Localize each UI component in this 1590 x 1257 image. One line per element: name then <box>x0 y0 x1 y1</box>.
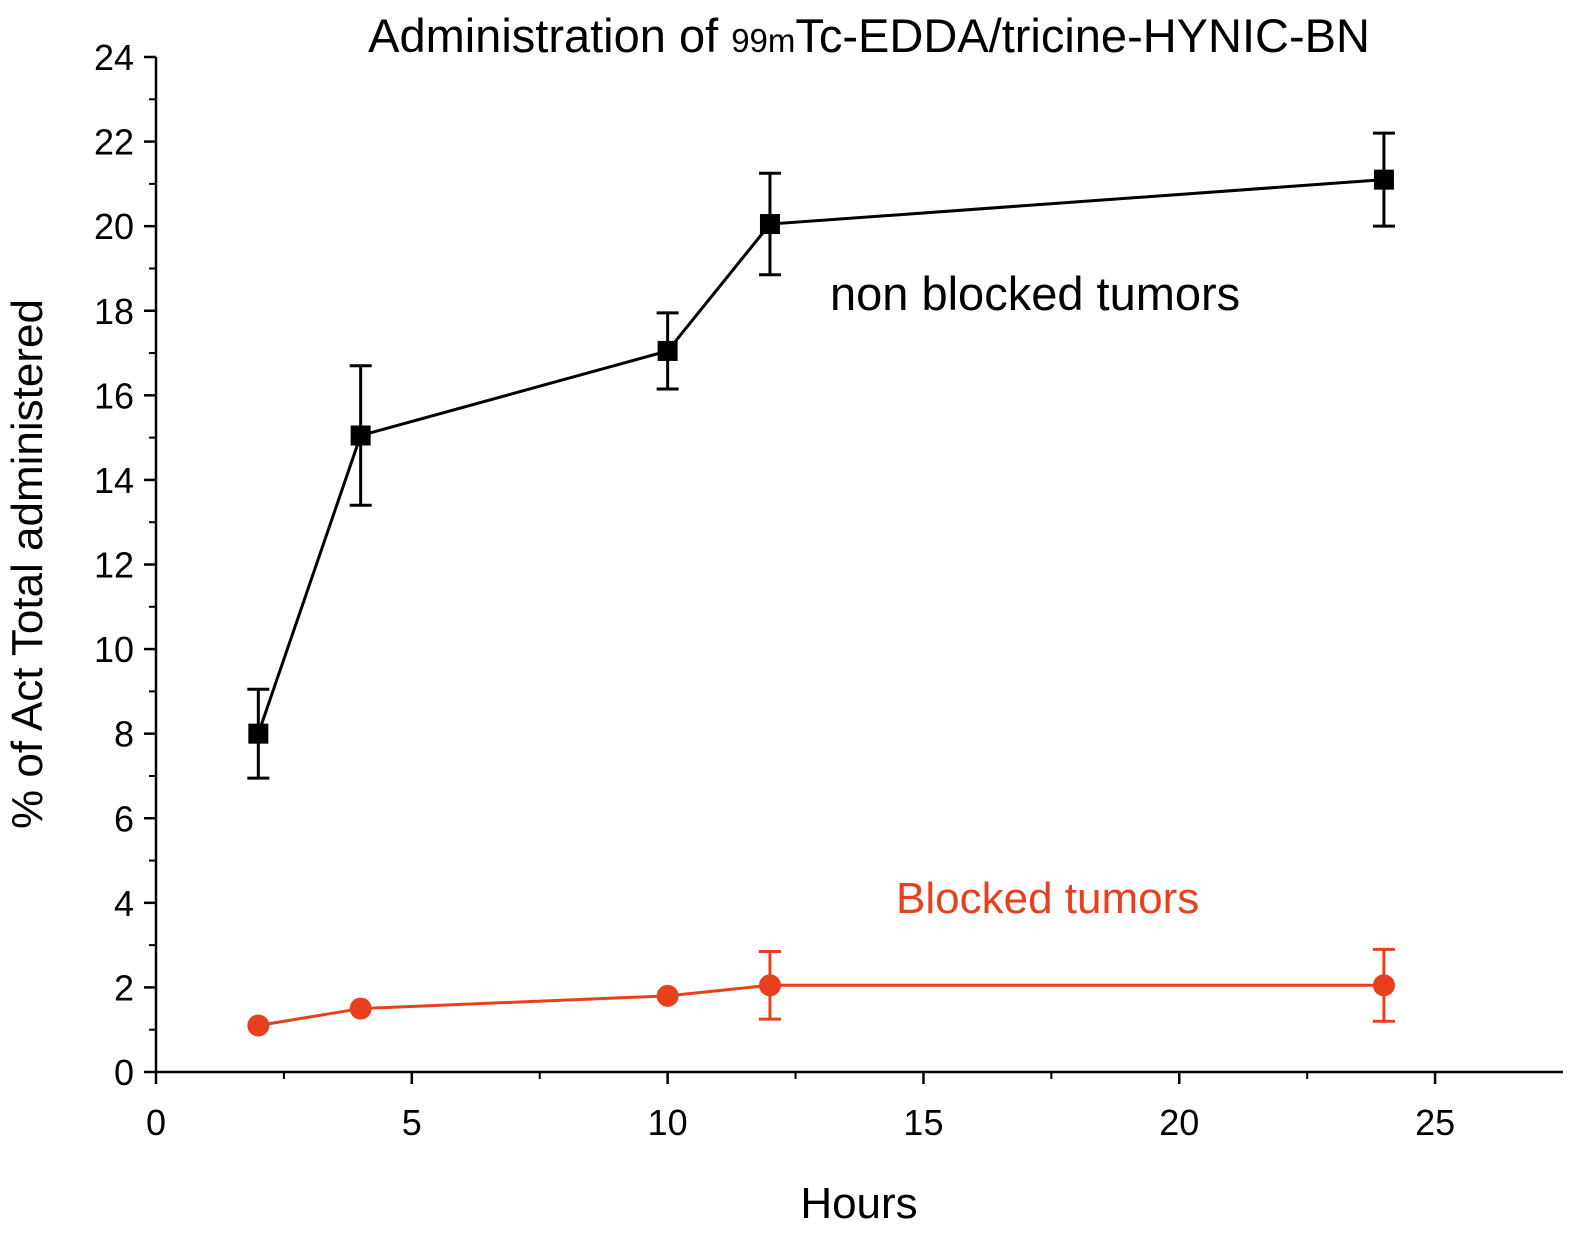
data-point <box>1373 169 1394 190</box>
x-tick-label: 20 <box>1159 1102 1199 1143</box>
y-tick-label: 22 <box>94 122 134 163</box>
y-tick-label: 14 <box>94 460 134 501</box>
y-tick-label: 24 <box>94 37 134 78</box>
data-point <box>657 340 678 361</box>
y-tick-label: 6 <box>114 798 134 839</box>
y-tick-label: 0 <box>114 1052 134 1093</box>
chart-title: Administration of 99mTc-EDDA/tricine-HYN… <box>0 6 1590 71</box>
y-axis-label: % of Act Total administered <box>3 299 52 829</box>
data-point <box>349 997 372 1020</box>
series-1 <box>247 947 1395 1037</box>
data-point <box>1372 974 1395 997</box>
y-tick-label: 18 <box>94 291 134 332</box>
y-tick-label: 8 <box>114 714 134 755</box>
x-tick-label: 15 <box>903 1102 943 1143</box>
data-point <box>350 425 371 446</box>
x-tick-label: 10 <box>648 1102 688 1143</box>
data-point <box>247 1014 270 1037</box>
x-tick-label: 25 <box>1415 1102 1455 1143</box>
series-label-non-blocked: non blocked tumors <box>830 267 1240 320</box>
x-axis-label: Hours <box>800 1179 917 1228</box>
y-tick-label: 16 <box>94 375 134 416</box>
data-point <box>656 984 679 1007</box>
series-layer <box>247 131 1395 1037</box>
chart-title-suffix: Tc-EDDA/tricine-HYNIC-BN <box>795 9 1370 62</box>
series-line <box>256 178 1385 735</box>
data-point <box>248 723 269 744</box>
y-tick-label: 20 <box>94 206 134 247</box>
data-point <box>758 974 781 997</box>
y-tick-label: 2 <box>114 967 134 1008</box>
series-label-blocked: Blocked tumors <box>896 874 1199 923</box>
x-tick-label: 5 <box>402 1102 422 1143</box>
series-line <box>258 983 1384 1027</box>
chart-title-isotope: 99m <box>731 22 796 59</box>
x-tick-label: 0 <box>146 1102 166 1143</box>
series-0 <box>247 131 1395 780</box>
data-point <box>759 214 780 235</box>
y-tick-label: 10 <box>94 629 134 670</box>
y-tick-label: 4 <box>114 883 134 924</box>
y-tick-label: 12 <box>94 545 134 586</box>
chart-title-prefix: Administration of <box>368 9 732 62</box>
